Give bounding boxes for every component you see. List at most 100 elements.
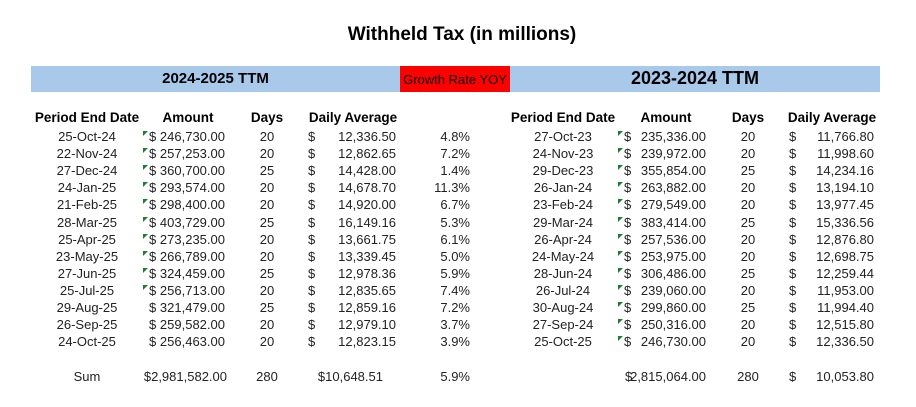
left-row-growth[interactable]: 7.4% (440, 282, 470, 298)
right-row-date[interactable]: 25-Oct-25 (534, 334, 592, 350)
left-row-date[interactable]: 27-Dec-24 (56, 163, 118, 179)
left-row-days[interactable]: 20 (259, 248, 275, 264)
error-indicator-icon[interactable] (143, 131, 148, 136)
error-indicator-icon[interactable] (143, 250, 148, 256)
error-indicator-icon[interactable] (143, 267, 148, 273)
left-row-amount[interactable]: 273,235.00 (159, 231, 225, 247)
right-row-amount[interactable]: 239,060.00 (640, 282, 706, 298)
left-row-date[interactable]: 24-Jan-25 (57, 180, 117, 196)
right-row-days[interactable]: 20 (740, 231, 756, 247)
right-row-daily[interactable]: 13,977.45 (816, 197, 874, 213)
left-row-growth[interactable]: 11.3% (434, 180, 470, 196)
right-row-amount[interactable]: 257,536.00 (640, 231, 706, 247)
right-sum-daily[interactable]: 10,053.80 (816, 369, 874, 384)
right-row-amount[interactable]: 246,730.00 (640, 334, 706, 350)
right-row-days[interactable]: 25 (740, 163, 756, 179)
left-row-date[interactable]: 28-Mar-25 (57, 214, 117, 230)
left-row-growth[interactable]: 5.9% (440, 265, 470, 281)
error-indicator-icon[interactable] (143, 199, 148, 205)
left-row-amount[interactable]: 257,253.00 (159, 146, 225, 162)
error-indicator-icon[interactable] (618, 284, 623, 290)
left-row-days[interactable]: 20 (259, 231, 275, 247)
left-row-daily[interactable]: 13,339.45 (338, 248, 396, 264)
left-row-growth[interactable]: 1.4% (440, 163, 470, 179)
right-row-days[interactable]: 25 (740, 265, 756, 281)
left-row-amount[interactable]: 256,463.00 (159, 334, 225, 350)
left-row-date[interactable]: 22-Nov-24 (56, 146, 118, 162)
right-row-days[interactable]: 20 (740, 146, 756, 162)
left-row-amount[interactable]: 246,730.00 (159, 129, 225, 144)
right-row-daily[interactable]: 12,336.50 (816, 334, 874, 350)
error-indicator-icon[interactable] (143, 148, 148, 154)
left-row-daily[interactable]: 12,978.36 (338, 265, 396, 281)
error-indicator-icon[interactable] (618, 319, 623, 325)
left-row-amount[interactable]: 324,459.00 (159, 265, 225, 281)
left-row-growth[interactable]: 7.2% (440, 300, 470, 315)
left-row-amount[interactable]: 256,713.00 (159, 282, 225, 298)
left-row-days[interactable]: 20 (259, 146, 275, 162)
right-row-amount[interactable]: 299,860.00 (640, 300, 706, 315)
error-indicator-icon[interactable] (143, 216, 148, 222)
left-row-daily[interactable]: 14,678.70 (338, 180, 396, 196)
right-row-days[interactable]: 25 (740, 214, 756, 230)
right-row-date[interactable]: 26-Jan-24 (533, 180, 593, 196)
left-header-band[interactable]: 2024-2025 TTM (31, 66, 400, 92)
error-indicator-icon[interactable] (143, 182, 148, 188)
left-row-days[interactable]: 25 (259, 214, 275, 230)
left-row-date[interactable]: 27-Jun-25 (57, 265, 117, 281)
right-row-date[interactable]: 28-Jun-24 (533, 265, 593, 281)
left-row-date[interactable]: 24-Oct-25 (58, 334, 116, 350)
left-row-date[interactable]: 25-Oct-24 (58, 129, 116, 144)
error-indicator-icon[interactable] (618, 165, 623, 171)
right-row-amount[interactable]: 383,414.00 (640, 214, 706, 230)
right-row-days[interactable]: 20 (740, 129, 756, 144)
left-row-growth[interactable]: 4.8% (440, 129, 470, 144)
left-row-days[interactable]: 20 (259, 180, 275, 196)
right-row-amount[interactable]: 355,854.00 (640, 163, 706, 179)
right-row-daily[interactable]: 11,998.60 (817, 146, 874, 162)
right-row-date[interactable]: 27-Oct-23 (534, 129, 592, 144)
left-row-date[interactable]: 26-Sep-25 (56, 317, 118, 333)
left-row-daily[interactable]: 12,835.65 (338, 282, 396, 298)
right-row-daily[interactable]: 11,766.80 (817, 129, 874, 144)
right-row-date[interactable]: 27-Sep-24 (532, 317, 594, 333)
left-row-amount[interactable]: 266,789.00 (159, 248, 225, 264)
error-indicator-icon[interactable] (143, 165, 148, 171)
right-row-days[interactable]: 20 (740, 248, 756, 264)
right-row-daily[interactable]: 14,234.16 (816, 163, 874, 179)
left-sum-growth[interactable]: 5.9% (440, 369, 470, 384)
right-row-date[interactable]: 29-Mar-24 (533, 214, 593, 230)
error-indicator-icon[interactable] (143, 284, 148, 290)
right-row-days[interactable]: 20 (740, 334, 756, 350)
error-indicator-icon[interactable] (618, 131, 623, 136)
right-row-daily[interactable]: 12,698.75 (816, 248, 874, 264)
right-row-date[interactable]: 30-Aug-24 (532, 300, 594, 315)
left-row-days[interactable]: 25 (259, 265, 275, 281)
left-row-days[interactable]: 20 (259, 317, 275, 333)
right-row-date[interactable]: 26-Apr-24 (534, 231, 592, 247)
left-row-days[interactable]: 25 (259, 163, 275, 179)
right-row-amount[interactable]: 253,975.00 (640, 248, 706, 264)
left-row-daily[interactable]: 14,920.00 (338, 197, 396, 213)
left-row-amount[interactable]: 293,574.00 (159, 180, 225, 196)
right-row-daily[interactable]: 12,876.80 (816, 231, 874, 247)
left-row-amount[interactable]: 360,700.00 (159, 163, 225, 179)
right-row-amount[interactable]: 263,882.00 (640, 180, 706, 196)
left-row-date[interactable]: 29-Aug-25 (56, 300, 118, 315)
left-row-date[interactable]: 21-Feb-25 (57, 197, 117, 213)
left-row-daily[interactable]: 14,428.00 (338, 163, 396, 179)
right-row-days[interactable]: 20 (740, 197, 756, 213)
left-row-days[interactable]: 20 (259, 282, 275, 298)
error-indicator-icon[interactable] (618, 233, 623, 239)
right-header-band[interactable]: 2023-2024 TTM (510, 66, 880, 92)
error-indicator-icon[interactable] (618, 182, 623, 188)
right-row-date[interactable]: 29-Dec-23 (532, 163, 594, 179)
left-row-date[interactable]: 25-Apr-25 (58, 231, 116, 247)
left-row-growth[interactable]: 7.2% (440, 146, 470, 162)
right-row-days[interactable]: 25 (740, 300, 756, 315)
left-sum-amount[interactable]: $2,981,582.00 (143, 369, 227, 384)
left-row-amount[interactable]: 321,479.00 (159, 300, 225, 315)
error-indicator-icon[interactable] (618, 148, 623, 154)
right-row-daily[interactable]: 12,259.44 (816, 265, 874, 281)
left-row-amount[interactable]: 403,729.00 (159, 214, 225, 230)
